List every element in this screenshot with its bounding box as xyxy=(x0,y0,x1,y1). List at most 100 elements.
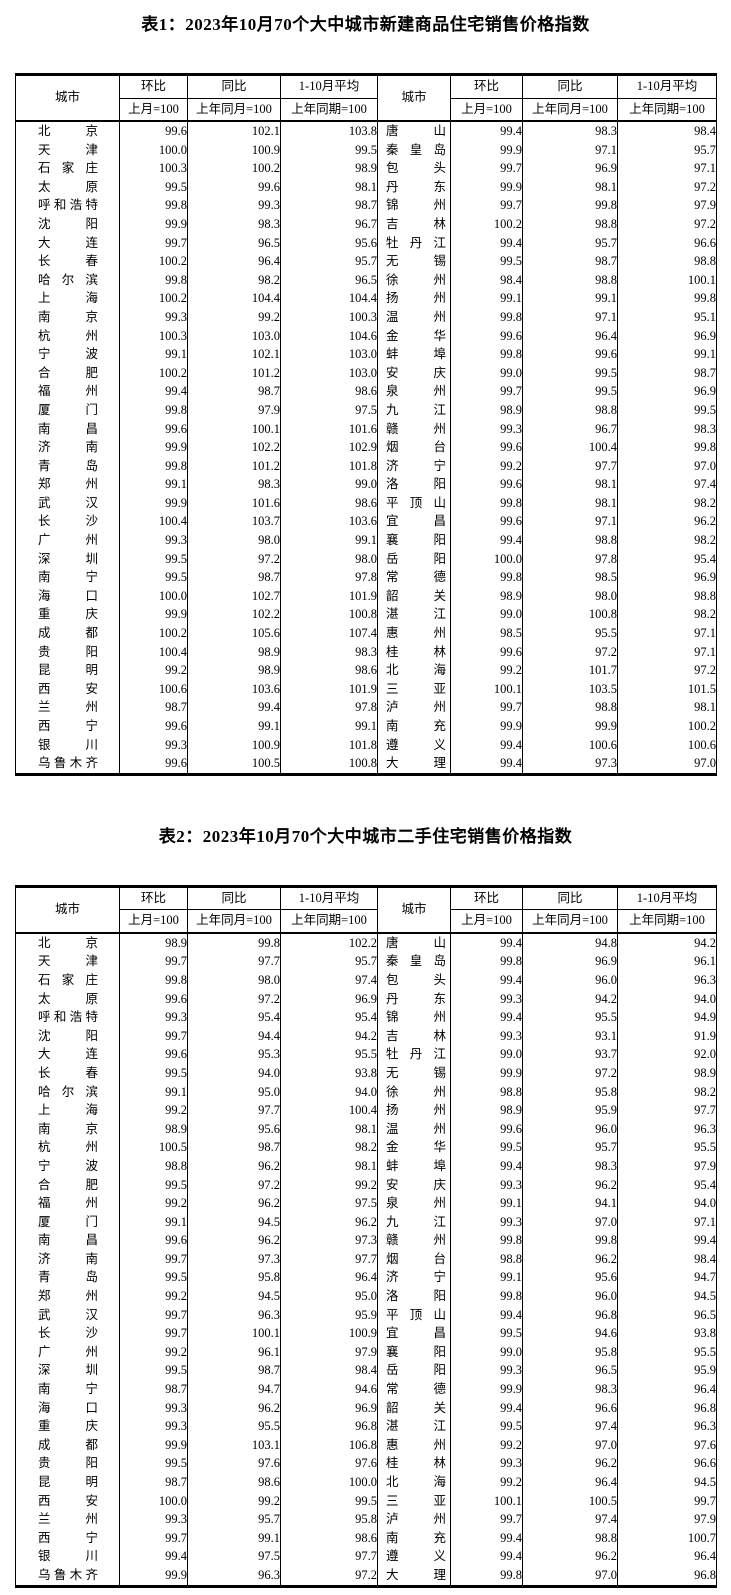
index-value: 99.8 xyxy=(450,493,523,513)
index-value: 99.5 xyxy=(119,177,188,197)
city-cell: 洛阳 xyxy=(377,475,451,494)
table-row: 海口 99.3 96.2 96.9 韶关 99.4 96.6 96.8 xyxy=(15,1398,717,1418)
city-name: 湛江 xyxy=(386,1419,446,1434)
city-name: 昆明 xyxy=(38,1475,98,1489)
index-value: 103.1 xyxy=(187,1435,281,1455)
index-value: 95.6 xyxy=(522,1268,618,1288)
index-value: 98.9 xyxy=(450,1101,523,1120)
index-value: 99.8 xyxy=(450,1231,523,1250)
index-value: 96.8 xyxy=(617,1565,717,1587)
index-value: 99.7 xyxy=(119,1528,188,1548)
index-value: 97.5 xyxy=(187,1547,281,1566)
city-cell: 南充 xyxy=(377,1528,451,1548)
table-row: 武汉 99.9 101.6 98.6 平顶山 99.8 98.1 98.2 xyxy=(15,493,717,513)
city-name: 唐山 xyxy=(386,935,446,950)
index-value: 101.8 xyxy=(280,735,378,755)
index-value: 96.3 xyxy=(617,1119,717,1139)
index-value: 99.8 xyxy=(450,952,523,971)
index-value: 97.9 xyxy=(280,1342,378,1362)
col-header-mom-base: 上月=100 xyxy=(119,98,188,122)
index-value: 103.6 xyxy=(187,679,281,699)
index-value: 95.9 xyxy=(617,1361,717,1381)
index-value: 99.7 xyxy=(119,1249,188,1269)
index-value: 98.9 xyxy=(280,159,378,178)
index-value: 95.4 xyxy=(617,1175,717,1195)
city-cell: 济宁 xyxy=(377,456,451,476)
city-cell: 北京 xyxy=(15,932,120,953)
city-name: 沈阳 xyxy=(38,1028,98,1043)
index-value: 98.3 xyxy=(522,1380,618,1399)
index-value: 95.5 xyxy=(522,624,618,643)
index-value: 99.2 xyxy=(119,1287,188,1306)
index-value: 100.6 xyxy=(617,735,717,755)
index-value: 96.4 xyxy=(522,1473,618,1492)
index-value: 99.9 xyxy=(119,438,188,457)
city-cell: 赣州 xyxy=(377,419,451,439)
index-value: 99.9 xyxy=(119,493,188,513)
city-cell: 遵义 xyxy=(377,1547,451,1566)
index-value: 96.4 xyxy=(187,252,281,271)
index-value: 97.1 xyxy=(617,642,717,662)
index-value: 98.8 xyxy=(522,1528,618,1548)
index-value: 99.4 xyxy=(450,1528,523,1548)
city-name: 成都 xyxy=(38,1437,98,1452)
col-header-mom: 环比 xyxy=(450,886,523,911)
index-value: 99.4 xyxy=(119,1547,188,1566)
city-name: 泉州 xyxy=(386,1196,446,1211)
city-name: 贵阳 xyxy=(38,644,98,659)
index-value: 99.3 xyxy=(119,1510,188,1529)
index-value: 98.7 xyxy=(280,196,378,215)
city-cell: 青岛 xyxy=(15,1268,120,1288)
index-value: 100.9 xyxy=(187,735,281,755)
city-cell: 郑州 xyxy=(15,475,120,494)
index-value: 98.1 xyxy=(280,177,378,197)
city-name: 兰州 xyxy=(38,1512,98,1527)
city-cell: 蚌埠 xyxy=(377,1156,451,1176)
city-cell: 平顶山 xyxy=(377,1305,451,1325)
table-row: 郑州 99.2 94.5 95.0 洛阳 99.8 96.0 94.5 xyxy=(15,1287,717,1306)
city-name: 天津 xyxy=(38,954,98,969)
index-value: 99.9 xyxy=(450,1380,523,1399)
index-value: 97.3 xyxy=(280,1231,378,1250)
city-name: 湛江 xyxy=(386,607,446,622)
table-row: 青岛 99.5 95.8 96.4 济宁 99.1 95.6 94.7 xyxy=(15,1268,717,1288)
table1-header: 城市 环比 同比 1-10月平均 城市 环比 同比 1-10月平均 上月=100… xyxy=(15,74,717,122)
city-name: 武汉 xyxy=(38,495,98,510)
index-value: 100.6 xyxy=(119,679,188,699)
city-cell: 大理 xyxy=(377,754,451,775)
index-value: 99.6 xyxy=(119,121,188,141)
city-cell: 惠州 xyxy=(377,1435,451,1455)
city-name: 乌鲁木齐 xyxy=(38,1567,98,1582)
table-row: 哈尔滨 99.1 95.0 94.0 徐州 98.8 95.8 98.2 xyxy=(15,1082,717,1102)
index-value: 97.4 xyxy=(522,1417,618,1436)
city-name: 石家庄 xyxy=(38,161,98,176)
index-value: 96.3 xyxy=(187,1305,281,1325)
index-value: 100.4 xyxy=(522,438,618,457)
city-cell: 三亚 xyxy=(377,1491,451,1511)
index-value: 96.2 xyxy=(522,1454,618,1473)
city-name: 武汉 xyxy=(38,1307,98,1322)
index-value: 98.0 xyxy=(280,549,378,569)
table-row: 厦门 99.8 97.9 97.5 九江 98.9 98.8 99.5 xyxy=(15,400,717,420)
index-value: 103.0 xyxy=(280,363,378,383)
table-row: 成都 99.9 103.1 106.8 惠州 99.2 97.0 97.6 xyxy=(15,1435,717,1455)
table-row: 南京 99.3 99.2 100.3 温州 99.8 97.1 95.1 xyxy=(15,307,717,327)
index-value: 99.5 xyxy=(119,1175,188,1195)
index-value: 99.7 xyxy=(450,382,523,401)
index-value: 99.8 xyxy=(450,1565,523,1587)
index-value: 94.2 xyxy=(280,1026,378,1046)
table-row: 广州 99.2 96.1 97.9 襄阳 99.0 95.8 95.5 xyxy=(15,1342,717,1362)
index-value: 99.5 xyxy=(450,252,523,271)
table-row: 兰州 99.3 95.7 95.8 泸州 99.7 97.4 97.9 xyxy=(15,1510,717,1529)
index-value: 102.1 xyxy=(187,121,281,141)
index-value: 92.0 xyxy=(617,1045,717,1064)
index-value: 98.2 xyxy=(617,531,717,550)
index-value: 99.3 xyxy=(450,1361,523,1381)
index-value: 100.2 xyxy=(450,214,523,234)
city-name: 南京 xyxy=(38,1121,98,1136)
index-value: 100.3 xyxy=(280,307,378,327)
table-row: 武汉 99.7 96.3 95.9 平顶山 99.4 96.8 96.5 xyxy=(15,1305,717,1325)
table-row: 天津 100.0 100.9 99.5 秦皇岛 99.9 97.1 95.7 xyxy=(15,140,717,160)
index-value: 94.5 xyxy=(187,1212,281,1232)
city-cell: 包头 xyxy=(377,970,451,990)
